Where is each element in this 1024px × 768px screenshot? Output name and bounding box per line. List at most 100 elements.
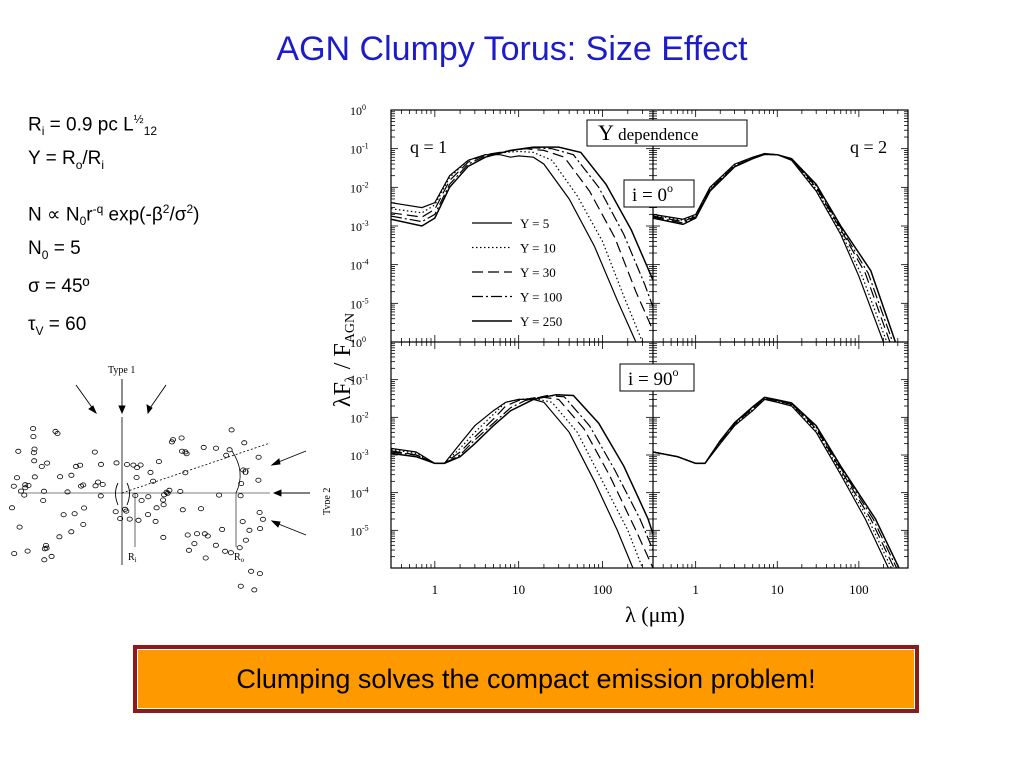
clump: [228, 427, 235, 433]
y-tick-label: 10-4: [350, 486, 369, 501]
series-line-br-3: [653, 397, 895, 568]
clump: [144, 512, 151, 518]
series-line-tl-1: [391, 154, 637, 342]
clump: [68, 529, 75, 535]
clump: [21, 492, 28, 498]
clump: [227, 550, 234, 556]
series-line-br-5: [653, 396, 900, 568]
y-tick-label: 10-5: [350, 523, 369, 538]
clump: [113, 460, 120, 466]
param-tau: τV = 60: [28, 314, 87, 338]
clump: [91, 449, 98, 455]
y-tick-label: 100: [350, 103, 366, 118]
clump: [145, 494, 152, 500]
series-line-tr-5: [653, 153, 897, 342]
ro-label: Ro: [234, 552, 245, 564]
y-tick-label: 10-2: [350, 410, 369, 425]
clump: [226, 447, 233, 453]
param-ri: Ri = 0.9 pc L½12: [28, 112, 158, 139]
series-line-bl-1: [391, 398, 634, 568]
clump: [193, 531, 200, 537]
clump: [222, 548, 229, 554]
clump: [60, 512, 67, 518]
clump: [255, 454, 262, 460]
clump: [256, 509, 263, 515]
x-tick-label: 1: [432, 582, 439, 597]
legend-entry: Y = 5: [520, 216, 549, 231]
clump: [138, 497, 145, 503]
y-tick-label: 10-3: [350, 219, 369, 234]
clump: [256, 571, 263, 577]
clump: [241, 440, 248, 446]
conclusion-text: Clumping solves the compact emission pro…: [137, 649, 915, 709]
clump: [200, 444, 207, 450]
clump: [238, 481, 245, 487]
clump: [191, 541, 198, 547]
y-tick-label: 10-1: [350, 373, 369, 388]
clump: [80, 521, 87, 527]
clump: [10, 483, 17, 489]
clump: [133, 475, 140, 481]
series-line-bl-5: [391, 393, 653, 535]
y-tick-label: 10-2: [350, 180, 369, 195]
x-tick-label: 100: [849, 582, 869, 597]
y-tick-label: 10-3: [350, 448, 369, 463]
clump: [31, 446, 38, 452]
clump: [152, 518, 159, 524]
clump: [239, 519, 246, 525]
series-line-bl-2: [391, 397, 644, 568]
clump: [52, 428, 59, 434]
clump: [212, 445, 219, 451]
clump: [166, 487, 173, 493]
series-line-bl-4: [391, 394, 653, 551]
clump: [73, 463, 80, 469]
y-tick-label: 10-5: [350, 296, 369, 311]
axes-layer: [390, 109, 909, 569]
clump: [135, 517, 142, 523]
inclination-label-0: i = 0o: [632, 181, 673, 206]
clump: [178, 435, 185, 441]
clump: [212, 542, 219, 548]
curves-layer: [391, 146, 900, 568]
clump: [24, 548, 31, 554]
clump: [43, 545, 50, 551]
clump: [183, 451, 190, 457]
clump: [30, 450, 37, 456]
series-line-tl-2: [391, 150, 644, 342]
slide-title: AGN Clumpy Torus: Size Effect: [276, 30, 748, 68]
panel-label-q1: q = 1: [410, 137, 447, 157]
clump: [18, 488, 25, 494]
clump: [259, 516, 266, 522]
clump: [160, 497, 167, 503]
clump: [56, 534, 63, 540]
y-tick-label: 100: [350, 335, 366, 350]
clump: [246, 527, 253, 533]
clump: [77, 462, 84, 468]
conclusion-banner: Clumping solves the compact emission pro…: [133, 645, 919, 713]
sigma-arc: [231, 450, 241, 494]
clump-cloud: [8, 426, 266, 593]
clump: [98, 461, 105, 467]
x-tick-label: 10: [771, 582, 784, 597]
clump: [68, 472, 75, 478]
param-n: N ∝ N0r-q exp(-β2/σ2): [28, 202, 200, 229]
clump: [15, 448, 22, 454]
clump: [97, 493, 104, 499]
clump: [242, 537, 249, 543]
clump: [237, 493, 244, 499]
inner-radius-arc-right: [126, 482, 130, 506]
overlay-title: Y dependence: [598, 120, 698, 145]
type2-label: Type 2: [322, 488, 330, 515]
inclination-label-90: i = 90o: [628, 365, 679, 390]
clump: [160, 534, 167, 540]
clump: [147, 469, 154, 475]
clump: [92, 483, 99, 489]
ri-label: Ri: [128, 552, 137, 564]
sed-figure: 100 10-1 10-2 10-3 10-4 10-5 100 10-1 10-2 10-3 10…: [330, 103, 909, 627]
clump: [134, 465, 141, 471]
clump: [177, 488, 184, 494]
series-line-br-2: [653, 398, 892, 568]
clump: [71, 511, 78, 517]
type1-arrows: [75, 379, 167, 415]
clump: [124, 462, 131, 468]
